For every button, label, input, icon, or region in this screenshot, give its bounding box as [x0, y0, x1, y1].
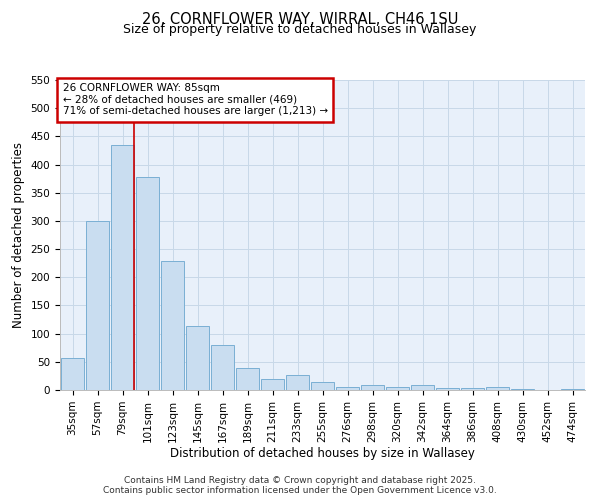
Text: Size of property relative to detached houses in Wallasey: Size of property relative to detached ho… [124, 24, 476, 36]
Text: Contains HM Land Registry data © Crown copyright and database right 2025.
Contai: Contains HM Land Registry data © Crown c… [103, 476, 497, 495]
Bar [261, 380, 284, 390]
Bar [186, 326, 209, 390]
Bar [61, 358, 84, 390]
Bar [236, 368, 259, 390]
Bar [86, 221, 109, 390]
Bar [436, 388, 459, 390]
Bar [161, 262, 184, 390]
Bar [361, 385, 384, 390]
Bar [311, 382, 334, 390]
Text: 26 CORNFLOWER WAY: 85sqm
← 28% of detached houses are smaller (469)
71% of semi-: 26 CORNFLOWER WAY: 85sqm ← 28% of detach… [62, 83, 328, 116]
Bar [461, 388, 484, 390]
Bar [286, 375, 309, 390]
Bar [561, 389, 584, 390]
Bar [411, 386, 434, 390]
Bar [386, 386, 409, 390]
X-axis label: Distribution of detached houses by size in Wallasey: Distribution of detached houses by size … [170, 448, 475, 460]
Text: 26, CORNFLOWER WAY, WIRRAL, CH46 1SU: 26, CORNFLOWER WAY, WIRRAL, CH46 1SU [142, 12, 458, 28]
Bar [111, 145, 134, 390]
Bar [136, 177, 159, 390]
Y-axis label: Number of detached properties: Number of detached properties [12, 142, 25, 328]
Bar [486, 387, 509, 390]
Bar [336, 386, 359, 390]
Bar [211, 345, 234, 390]
